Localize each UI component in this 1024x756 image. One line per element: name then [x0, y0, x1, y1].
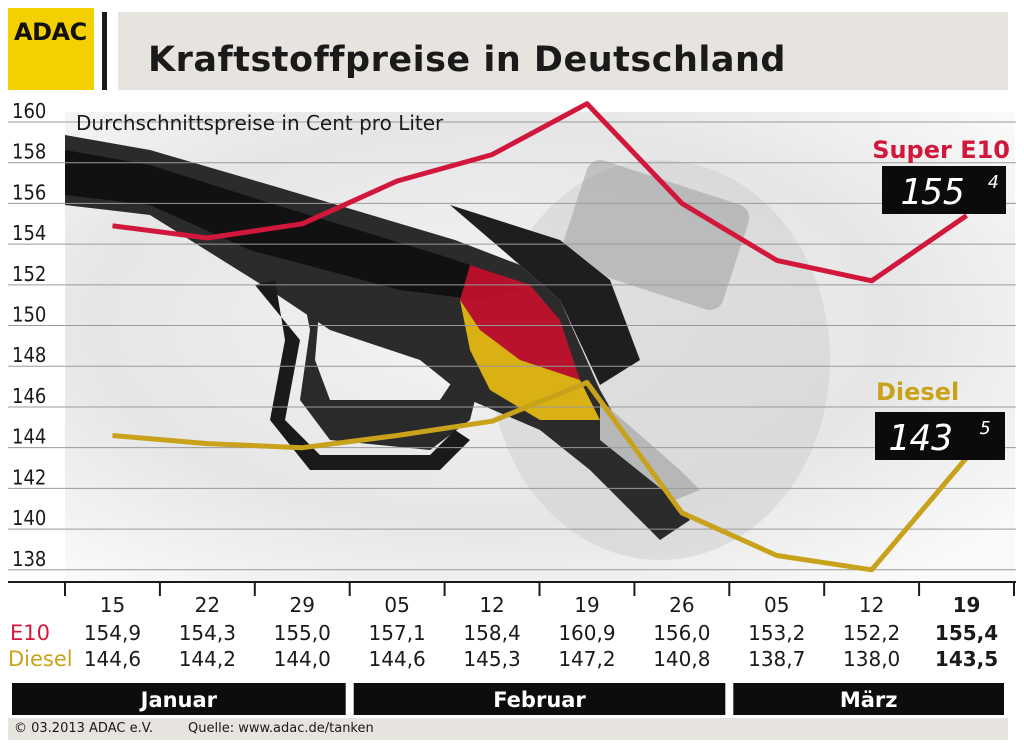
e10-value-cell: 155,0 [274, 621, 331, 645]
diesel-value-cell: 138,0 [843, 647, 900, 671]
e10-value-cell: 152,2 [843, 621, 900, 645]
e10-value-cell: 154,9 [84, 621, 141, 645]
month-bars: Januar Februar März [12, 683, 1004, 715]
x-tick-label: 19 [574, 593, 599, 617]
data-table: 15154,9144,622154,3144,229155,0144,00515… [8, 582, 1015, 671]
source-text: Quelle: www.adac.de/tanken [188, 721, 374, 736]
y-tick-label: 156 [12, 180, 46, 204]
series-line-e10 [112, 101, 969, 284]
month-bar [12, 683, 346, 715]
y-tick-label: 150 [12, 303, 46, 327]
x-tick-label: 15 [100, 593, 125, 617]
row-label-e10: E10 [10, 621, 50, 645]
footer: © 03.2013 ADAC e.V. Quelle: www.adac.de/… [8, 718, 1008, 740]
y-tick-label: 142 [12, 465, 46, 489]
logo-text: ADAC [14, 18, 87, 46]
y-tick-label: 140 [12, 506, 46, 530]
e10-value-cell: 153,2 [748, 621, 805, 645]
e10-value-cell: 155,4 [935, 621, 998, 645]
month-label: Januar [139, 688, 218, 712]
copyright-text: © 03.2013 ADAC e.V. [14, 721, 154, 736]
y-tick-label: 152 [12, 262, 46, 286]
diesel-value-cell: 144,6 [84, 647, 141, 671]
diesel-lcd-main: 143 [888, 418, 953, 459]
e10-value-cell: 160,9 [558, 621, 615, 645]
e10-value-cell: 158,4 [463, 621, 520, 645]
y-tick-label: 146 [12, 384, 46, 408]
fuel-nozzle-illustration [65, 135, 830, 560]
diesel-value-cell: 144,6 [369, 647, 426, 671]
y-tick-label: 160 [12, 99, 46, 123]
title-bar: Kraftstoffpreise in Deutschland [118, 12, 1008, 90]
legend-diesel: Diesel [876, 378, 959, 406]
month-label: Februar [493, 688, 586, 712]
y-tick-label: 154 [12, 221, 46, 245]
diesel-value-cell: 147,2 [558, 647, 615, 671]
y-tick-label: 144 [12, 425, 46, 449]
e10-lcd-sup: 4 [988, 172, 999, 193]
row-label-diesel: Diesel [8, 647, 73, 671]
diesel-value-cell: 145,3 [463, 647, 520, 671]
legend-e10: Super E10 [872, 136, 1010, 164]
x-tick-label: 19 [953, 593, 981, 617]
y-tick-label: 148 [12, 343, 46, 367]
diesel-value-cell: 144,0 [274, 647, 331, 671]
series-lines [112, 101, 969, 573]
diesel-value-cell: 143,5 [935, 647, 998, 671]
e10-value-cell: 156,0 [653, 621, 710, 645]
x-tick-label: 22 [195, 593, 220, 617]
diesel-lcd-display: 143 5 [875, 412, 1005, 460]
x-tick-label: 29 [290, 593, 315, 617]
y-grid: 160 158 156 154 152 150 148 146 144 142 140 138 [8, 99, 1016, 571]
chart-subtitle: Durchschnittspreise in Cent pro Liter [76, 111, 444, 135]
x-tick-label: 05 [764, 593, 789, 617]
month-label: März [840, 688, 898, 712]
y-tick-label: 138 [12, 547, 46, 571]
page-title: Kraftstoffpreise in Deutschland [148, 40, 786, 80]
x-tick-label: 12 [859, 593, 884, 617]
diesel-value-cell: 144,2 [179, 647, 236, 671]
e10-lcd-display: 155 4 [882, 166, 1006, 214]
diesel-value-cell: 140,8 [653, 647, 710, 671]
x-tick-label: 26 [669, 593, 694, 617]
series-line-diesel [112, 380, 969, 573]
x-tick-label: 05 [384, 593, 409, 617]
x-tick-label: 12 [479, 593, 504, 617]
y-tick-label: 158 [12, 140, 46, 164]
e10-lcd-main: 155 [900, 172, 965, 213]
logo-divider [102, 12, 107, 90]
diesel-lcd-sup: 5 [980, 418, 991, 439]
month-bar [353, 683, 726, 715]
e10-value-cell: 157,1 [369, 621, 426, 645]
month-bar [733, 683, 1004, 715]
e10-value-cell: 154,3 [179, 621, 236, 645]
diesel-value-cell: 138,7 [748, 647, 805, 671]
adac-logo: ADAC [8, 8, 94, 90]
